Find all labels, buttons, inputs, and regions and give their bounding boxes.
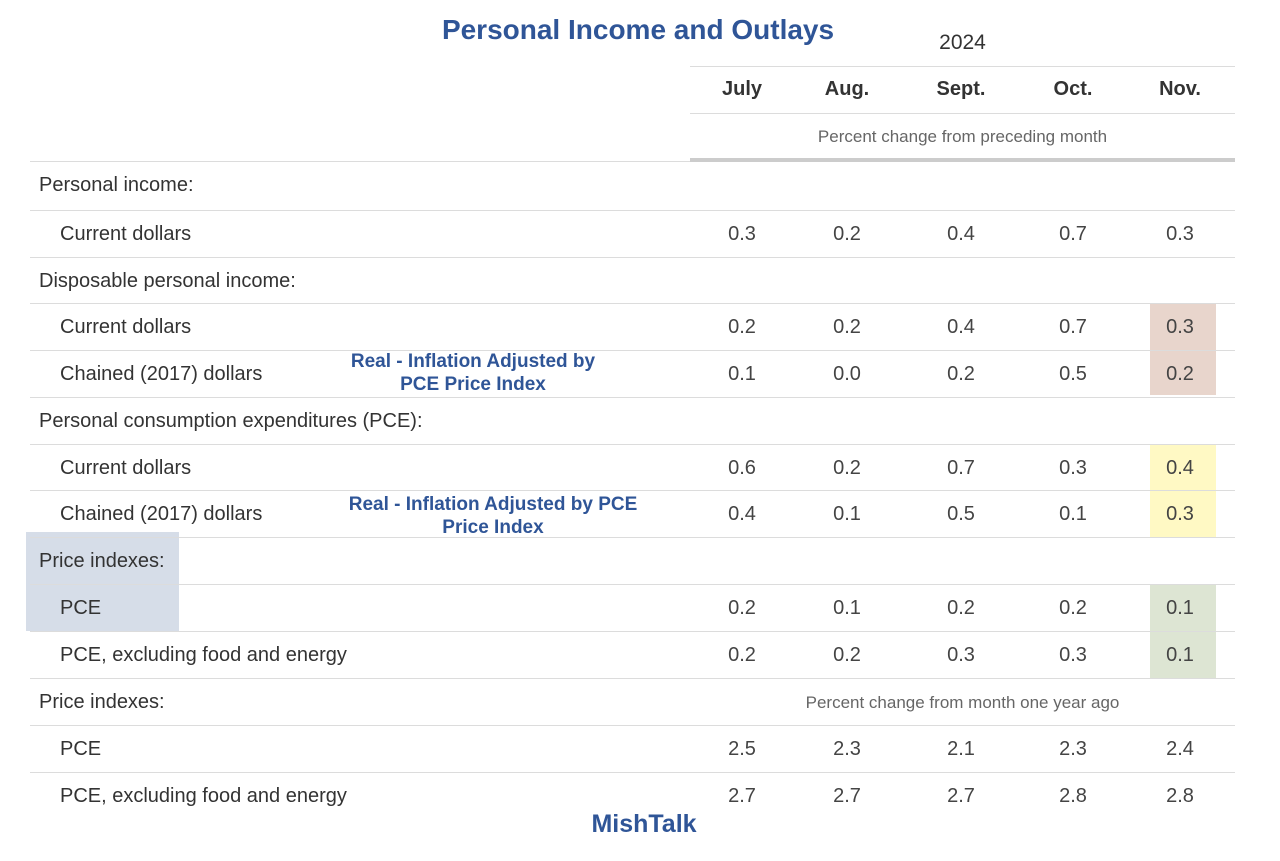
row-divider — [30, 444, 1235, 445]
row-label: PCE — [60, 597, 102, 619]
row-value: 0.2 — [1059, 597, 1087, 619]
row-value: 0.4 — [947, 223, 975, 245]
row-value: 0.3 — [1059, 457, 1087, 479]
table-top-rule — [30, 161, 690, 162]
year-label: 2024 — [939, 31, 986, 54]
row-value: 0.3 — [1166, 316, 1194, 338]
row-label: PCE — [60, 738, 102, 760]
row-value: 0.5 — [1059, 363, 1087, 385]
annotation-1-line-1: Real - Inflation Adjusted by — [350, 351, 596, 372]
row-value: 0.5 — [947, 503, 975, 525]
disposable-income-nov-highlight — [1150, 304, 1216, 395]
row-value: 0.2 — [833, 223, 861, 245]
row-value: 0.1 — [833, 597, 861, 619]
row-label: PCE, excluding food and energy — [60, 785, 347, 807]
row-value: 0.3 — [1166, 223, 1194, 245]
row-divider — [30, 772, 1235, 773]
pce-spending-nov-highlight — [1150, 445, 1216, 538]
row-divider — [30, 257, 1235, 258]
row-value: 0.1 — [1166, 644, 1194, 666]
row-value: 0.3 — [1166, 503, 1194, 525]
row-value: 0.2 — [833, 644, 861, 666]
row-value: 2.7 — [728, 785, 756, 807]
row-value: 2.3 — [1059, 738, 1087, 760]
row-value: 2.1 — [947, 738, 975, 760]
subheader-monthly: Percent change from preceding month — [817, 127, 1108, 146]
row-label: PCE, excluding food and energy — [60, 644, 347, 666]
page-title: Personal Income and Outlays — [441, 14, 835, 45]
price-indexes-label-highlight — [26, 532, 179, 631]
row-divider — [30, 537, 1235, 538]
row-value: 0.2 — [728, 644, 756, 666]
footer-brand: MishTalk — [591, 810, 697, 838]
row-value: 0.1 — [728, 363, 756, 385]
row-divider — [30, 397, 1235, 398]
row-divider — [30, 350, 1235, 351]
row-label: Current dollars — [60, 457, 192, 479]
column-header-nov: Nov. — [1159, 78, 1201, 100]
row-value: 2.7 — [947, 785, 975, 807]
header-bottom-rule — [690, 158, 1235, 162]
row-value: 2.7 — [833, 785, 861, 807]
row-label: Disposable personal income: — [39, 270, 296, 292]
row-divider — [30, 584, 1235, 585]
row-label: Current dollars — [60, 223, 192, 245]
row-value: 0.7 — [947, 457, 975, 479]
row-value: 0.7 — [1059, 316, 1087, 338]
row-value: 0.2 — [1166, 363, 1194, 385]
column-header-oct: Oct. — [1053, 78, 1093, 100]
row-value: 0.2 — [947, 363, 975, 385]
row-value: 0.2 — [728, 597, 756, 619]
column-header-aug: Aug. — [824, 78, 870, 100]
row-divider — [30, 210, 1235, 211]
row-value: 2.3 — [833, 738, 861, 760]
row-label: Chained (2017) dollars — [60, 503, 263, 525]
row-value: 0.3 — [728, 223, 756, 245]
row-divider — [30, 725, 1235, 726]
header-mid-rule — [690, 113, 1235, 114]
row-value: 2.8 — [1059, 785, 1087, 807]
header-top-rule — [690, 66, 1235, 67]
row-value: 0.7 — [1059, 223, 1087, 245]
row-label: Price indexes: — [39, 550, 165, 572]
row-value: 2.5 — [728, 738, 756, 760]
row-value: 0.4 — [947, 316, 975, 338]
row-value: 0.2 — [947, 597, 975, 619]
annotation-1-line-2: PCE Price Index — [400, 374, 546, 395]
row-value: 0.0 — [833, 363, 861, 385]
row-value: 0.3 — [1059, 644, 1087, 666]
annotation-2-line-1: Real - Inflation Adjusted by PCE — [348, 494, 638, 515]
annotation-real-inflation-1: Real - Inflation Adjusted by PCE Price I… — [318, 350, 628, 396]
row-divider — [30, 490, 1235, 491]
row-value: 0.1 — [833, 503, 861, 525]
row-value: 0.1 — [1166, 597, 1194, 619]
row-divider — [30, 678, 1235, 679]
row-divider — [30, 303, 1235, 304]
row-label: Personal consumption expenditures (PCE): — [39, 410, 423, 432]
annotation-2-line-2: Price Index — [442, 517, 544, 538]
column-header-july: July — [721, 78, 763, 100]
annotation-real-inflation-2: Real - Inflation Adjusted by PCE Price I… — [318, 493, 668, 539]
row-label: Current dollars — [60, 316, 192, 338]
row-value: 0.2 — [833, 457, 861, 479]
row-value: 0.2 — [833, 316, 861, 338]
row-label: Price indexes: — [39, 691, 165, 713]
row-value: 0.3 — [947, 644, 975, 666]
row-label: Chained (2017) dollars — [60, 363, 263, 385]
row-divider — [30, 631, 1235, 632]
column-header-sept: Sept. — [936, 78, 986, 100]
row-value: 0.1 — [1059, 503, 1087, 525]
subheader-yearly: Percent change from month one year ago — [805, 693, 1120, 712]
row-value: 2.8 — [1166, 785, 1194, 807]
row-value: 0.6 — [728, 457, 756, 479]
row-value: 2.4 — [1166, 738, 1194, 760]
row-label: Personal income: — [39, 174, 194, 196]
row-value: 0.4 — [728, 503, 756, 525]
row-value: 0.2 — [728, 316, 756, 338]
row-value: 0.4 — [1166, 457, 1194, 479]
